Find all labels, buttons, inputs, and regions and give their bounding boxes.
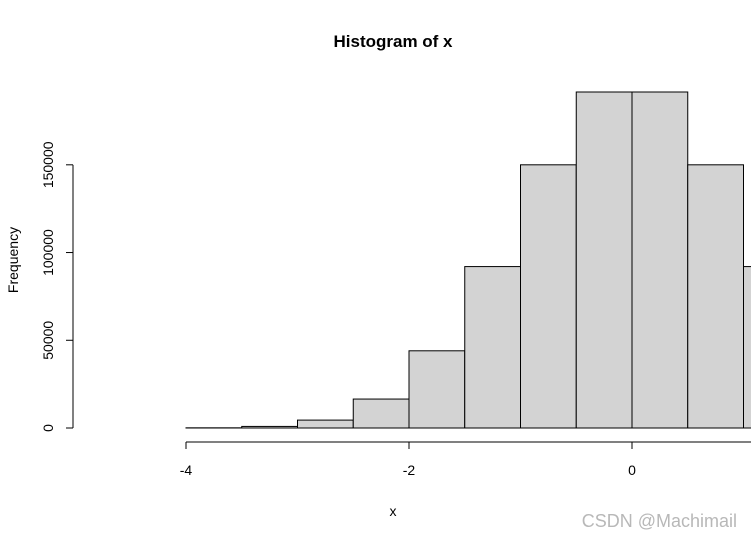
y-tick-label: 0 — [40, 424, 56, 432]
x-tick-label: 0 — [628, 462, 636, 478]
chart-title: Histogram of x — [333, 32, 453, 51]
y-tick-label: 150000 — [40, 141, 56, 188]
histogram-bar — [297, 419, 354, 429]
x-tick-label: -2 — [403, 462, 416, 478]
histogram-bar — [241, 425, 298, 429]
histogram-bar — [352, 398, 410, 429]
y-tick-label: 50000 — [40, 321, 56, 360]
x-tick-label: -4 — [180, 462, 193, 478]
histogram-bar — [520, 164, 577, 429]
watermark: CSDN @Machimail — [581, 511, 737, 531]
bars-group — [185, 91, 751, 429]
histogram-bar — [687, 164, 744, 429]
y-axis: 0 50000 100000 150000 — [40, 141, 74, 432]
histogram-bar — [464, 266, 521, 429]
histogram-bar — [575, 91, 633, 429]
y-axis-label: Frequency — [5, 227, 21, 293]
x-axis: -4-2024 — [180, 441, 751, 478]
x-axis-label: x — [390, 503, 397, 519]
y-tick-label: 100000 — [40, 229, 56, 276]
histogram-bar — [743, 266, 751, 429]
histogram-bar — [408, 350, 466, 429]
histogram-bar — [631, 91, 689, 429]
